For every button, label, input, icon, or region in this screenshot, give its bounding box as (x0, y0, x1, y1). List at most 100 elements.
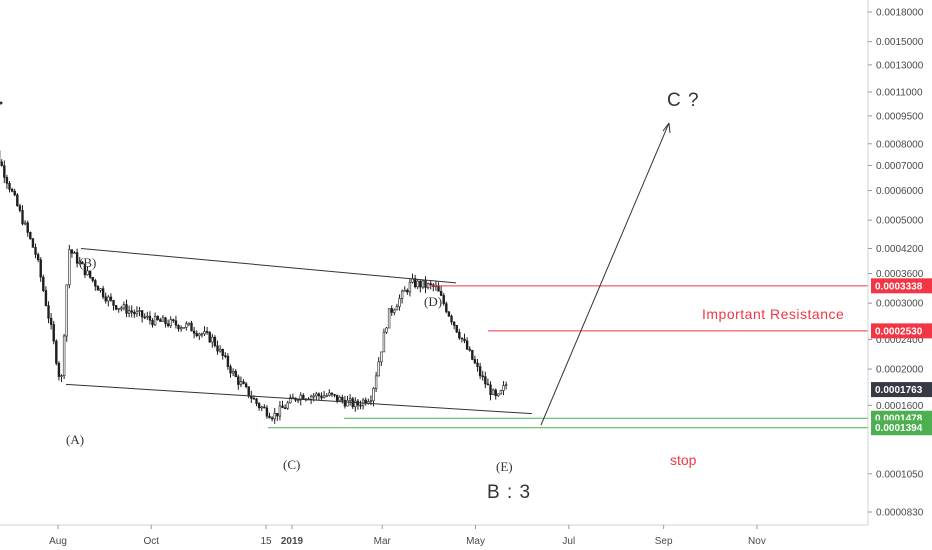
candle (177, 324, 180, 332)
candle (255, 397, 258, 407)
candle (294, 397, 297, 403)
price-tick-label: 0.0009500 (876, 111, 924, 122)
price-axis[interactable]: 0.0018000 0.0015000 0.0013000 0.0011000 0.00… (868, 8, 924, 519)
candle (263, 404, 266, 409)
candle (213, 335, 217, 348)
candle (286, 400, 289, 410)
candle (395, 303, 399, 311)
candle (104, 292, 107, 304)
candle (231, 368, 235, 377)
time-axis[interactable]: Aug Oct 15 2019 Mar May Jul Sep Nov (49, 525, 766, 547)
candle (281, 400, 284, 409)
candle (364, 397, 367, 406)
candle (481, 370, 484, 381)
candle (203, 326, 206, 337)
candle (133, 309, 136, 318)
candle (166, 319, 170, 328)
candle (185, 321, 188, 331)
candle (42, 274, 45, 293)
candle (473, 355, 477, 365)
candle (26, 220, 29, 237)
candle (393, 308, 396, 316)
candle (10, 187, 14, 193)
candle (39, 257, 42, 282)
price-tick-label: 0.0008000 (876, 139, 924, 150)
candlestick-series (0, 150, 508, 424)
candle (55, 339, 58, 366)
price-tick-label: 0.0015000 (876, 37, 924, 48)
candle (322, 391, 326, 399)
candle (491, 388, 495, 396)
candle (5, 174, 9, 189)
price-tick-label: 0.0018000 (876, 8, 924, 19)
candle (429, 280, 432, 290)
candle (356, 398, 360, 410)
candle (221, 348, 224, 360)
price-tick-label: 0.0006000 (876, 186, 924, 197)
candle (57, 361, 61, 381)
candle (317, 392, 321, 401)
candle (380, 351, 383, 367)
candle (130, 305, 133, 318)
candle (31, 238, 35, 248)
badge-level-2: 0.0002530 (871, 323, 932, 339)
candle (148, 311, 152, 325)
candle (135, 306, 139, 317)
candle (0, 159, 3, 167)
candle (86, 266, 89, 276)
candle (3, 160, 6, 183)
candle (65, 284, 68, 342)
candle (421, 280, 425, 289)
candle (182, 327, 185, 329)
price-tick-label: 0.0005000 (876, 216, 924, 227)
projection-label: C ? (667, 90, 700, 111)
candle (68, 244, 71, 289)
candle (62, 333, 66, 380)
resistance-label: Important Resistance (702, 306, 844, 322)
price-tick-label: 0.0002400 (876, 335, 924, 346)
candle (468, 346, 471, 352)
candle (437, 282, 440, 292)
price-tick-label: 0.0001600 (876, 401, 924, 412)
candle (164, 316, 167, 328)
candle (211, 333, 214, 348)
candle (359, 400, 362, 410)
wave-label-a: (A) (66, 432, 84, 447)
candle (268, 412, 271, 419)
candle (442, 292, 445, 306)
candle (242, 379, 245, 385)
candle (88, 270, 92, 279)
candle (486, 378, 490, 386)
candle (96, 285, 100, 291)
wave-label-c: (C) (283, 457, 300, 472)
candle (400, 289, 404, 304)
candle (276, 412, 279, 421)
candle (125, 299, 128, 318)
candle (161, 314, 165, 322)
candle (156, 315, 159, 321)
candle (153, 312, 157, 326)
candle (60, 374, 63, 383)
candle (445, 301, 448, 314)
candle (372, 387, 375, 407)
badge-resistance: 0.0003338 (871, 278, 932, 294)
candle (330, 392, 334, 398)
candle (117, 307, 120, 313)
wave-label-e: (E) (496, 459, 513, 474)
candle (354, 397, 357, 412)
candle (179, 325, 183, 332)
candle (114, 305, 118, 311)
candle (140, 310, 144, 323)
candle (101, 285, 105, 300)
candle (439, 285, 443, 297)
price-tick-label: 0.0003600 (876, 269, 924, 280)
price-tick-label: 0.0013000 (876, 60, 924, 71)
candle (120, 305, 123, 312)
price-tick-label: 0.0000830 (876, 508, 924, 519)
candle (99, 288, 102, 293)
badge-current-price-value: 0.0001763 (875, 385, 923, 396)
candle (8, 180, 11, 193)
candle (265, 405, 269, 419)
candle (398, 294, 401, 311)
